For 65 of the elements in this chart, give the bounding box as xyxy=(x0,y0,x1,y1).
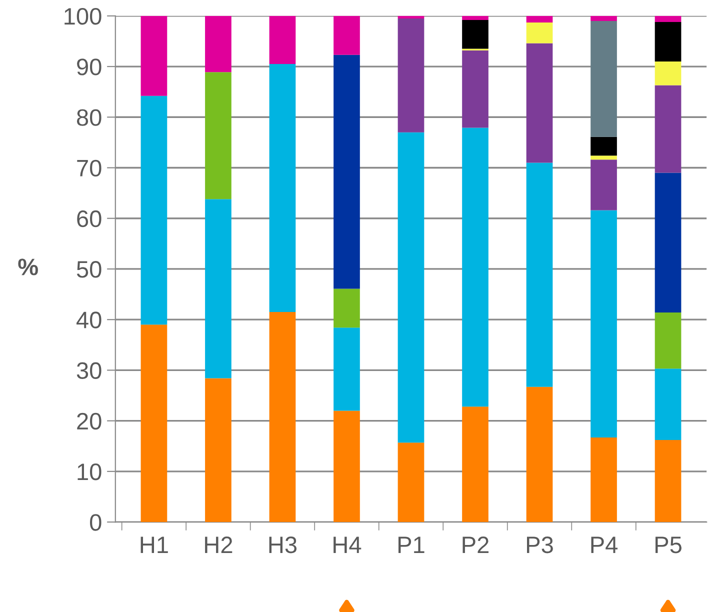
y-tick-label: 30 xyxy=(76,362,102,379)
y-tick-label: 20 xyxy=(77,412,102,430)
bar xyxy=(526,16,553,22)
bar xyxy=(140,324,168,522)
bar xyxy=(462,128,488,407)
y-tick-label: 40 xyxy=(76,312,102,328)
x-tick-label: P3 xyxy=(527,536,553,554)
bar xyxy=(269,312,296,522)
bar xyxy=(205,72,232,200)
bar xyxy=(526,22,553,44)
bar xyxy=(654,61,682,86)
bar xyxy=(462,50,488,128)
bar xyxy=(205,199,232,378)
bar xyxy=(140,16,168,96)
bar xyxy=(398,16,424,18)
y-tick-label: 0 xyxy=(90,514,102,531)
bar xyxy=(526,162,553,387)
y-tick-label: 90 xyxy=(77,58,102,76)
bar xyxy=(398,18,424,132)
bar xyxy=(398,132,424,443)
bar xyxy=(334,288,360,328)
x-tick-label: P1 xyxy=(398,536,424,554)
x-tick-label: H3 xyxy=(269,536,297,554)
bar xyxy=(398,442,424,522)
x-tick-label: P5 xyxy=(656,536,682,554)
y-tick-label: 60 xyxy=(77,210,102,228)
x-tick-label: H4 xyxy=(334,536,362,554)
bar xyxy=(334,54,360,289)
bar xyxy=(269,16,296,64)
bar xyxy=(269,64,296,312)
bar xyxy=(654,85,682,173)
x-tick-label: P2 xyxy=(462,536,489,554)
bar xyxy=(590,160,617,210)
bar xyxy=(654,16,682,22)
bar xyxy=(654,312,682,369)
bar xyxy=(590,136,617,156)
x-tick-label: H1 xyxy=(140,536,168,554)
y-tick-label: 80 xyxy=(76,109,102,126)
y-tick-label: 100 xyxy=(64,8,102,25)
y-tick-label: 50 xyxy=(76,261,102,278)
bar xyxy=(590,210,617,438)
bar xyxy=(462,20,488,49)
bar xyxy=(462,16,488,20)
bar xyxy=(654,22,682,62)
bar xyxy=(654,172,682,312)
y-axis-title: % xyxy=(18,258,38,276)
bar xyxy=(205,16,232,72)
bar xyxy=(205,378,232,522)
bar xyxy=(654,368,682,440)
bar xyxy=(526,386,553,522)
bar xyxy=(590,16,617,21)
bar xyxy=(590,156,617,160)
bar xyxy=(140,96,168,325)
bar xyxy=(334,16,360,55)
bar xyxy=(654,440,682,522)
bar xyxy=(526,43,553,163)
y-tick-label: 10 xyxy=(78,463,102,480)
bar xyxy=(462,406,488,522)
y-tick-label: 70 xyxy=(77,160,102,177)
bar xyxy=(590,438,617,522)
bar xyxy=(590,20,617,137)
bar xyxy=(334,328,360,411)
x-tick-label: P4 xyxy=(591,536,618,554)
x-tick-label: H2 xyxy=(205,536,232,554)
bar xyxy=(334,410,360,522)
